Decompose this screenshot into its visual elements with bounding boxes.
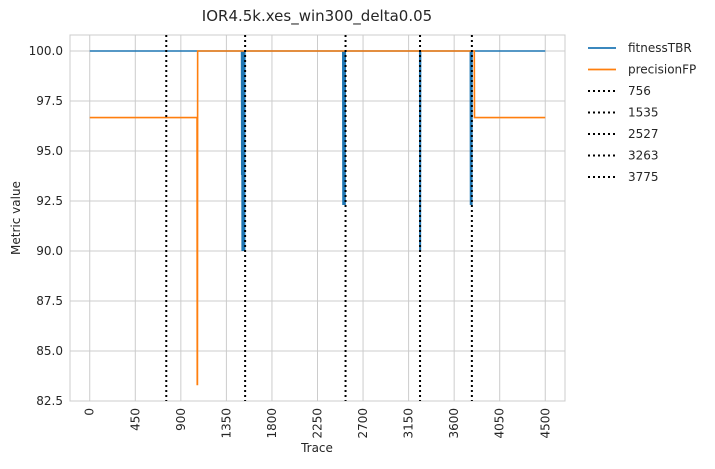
legend-label-3263: 3263 <box>628 149 659 163</box>
x-axis-label: Trace <box>300 441 333 455</box>
series-line-fitnessTBR <box>89 50 546 252</box>
legend-label-1535: 1535 <box>628 106 659 120</box>
x-tick-label: 900 <box>174 408 188 431</box>
y-tick-label: 97.5 <box>36 94 63 108</box>
y-tick-label: 90.0 <box>36 244 63 258</box>
legend-label-756: 756 <box>628 84 651 98</box>
y-tick-label: 82.5 <box>36 394 63 408</box>
x-tick-labels: 0 450 900 1350 1800 2250 2700 3150 3600 4050 4500 <box>83 408 553 439</box>
y-tick-label: 100.0 <box>29 44 63 58</box>
x-tick-label: 2700 <box>356 408 370 439</box>
x-tick-label: 2250 <box>311 408 325 439</box>
chart-title: IOR4.5k.xes_win300_delta0.05 <box>202 7 432 26</box>
x-tick-label: 0 <box>83 408 97 416</box>
legend-label-3775: 3775 <box>628 170 659 184</box>
series-lines <box>89 50 546 386</box>
x-tick-label: 3600 <box>447 408 461 439</box>
x-tick-label: 450 <box>128 408 142 431</box>
series-line-precisionFP <box>89 50 546 386</box>
x-tick-label: 3150 <box>402 408 416 439</box>
y-tick-label: 92.5 <box>36 194 63 208</box>
legend-label-fitnessTBR: fitnessTBR <box>628 41 692 55</box>
legend: fitnessTBR precisionFP 756 1535 2527 3263 3775 <box>588 41 696 184</box>
y-tick-label: 87.5 <box>36 294 63 308</box>
y-tick-labels: 82.5 85.0 87.5 90.0 92.5 95.0 97.5 100.0 <box>29 44 63 408</box>
legend-label-2527: 2527 <box>628 127 659 141</box>
y-tick-label: 85.0 <box>36 344 63 358</box>
y-tick-label: 95.0 <box>36 144 63 158</box>
legend-label-precisionFP: precisionFP <box>628 63 696 77</box>
vertical-markers <box>165 35 473 401</box>
x-tick-label: 4050 <box>493 408 507 439</box>
y-axis-label: Metric value <box>9 181 23 255</box>
x-tick-label: 1350 <box>219 408 233 439</box>
x-tick-label: 4500 <box>538 408 552 439</box>
x-tick-label: 1800 <box>265 408 279 439</box>
